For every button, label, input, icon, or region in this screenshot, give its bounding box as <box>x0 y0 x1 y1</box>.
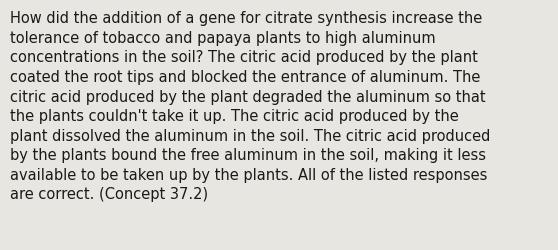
Text: How did the addition of a gene for citrate synthesis increase the
tolerance of t: How did the addition of a gene for citra… <box>10 11 490 202</box>
